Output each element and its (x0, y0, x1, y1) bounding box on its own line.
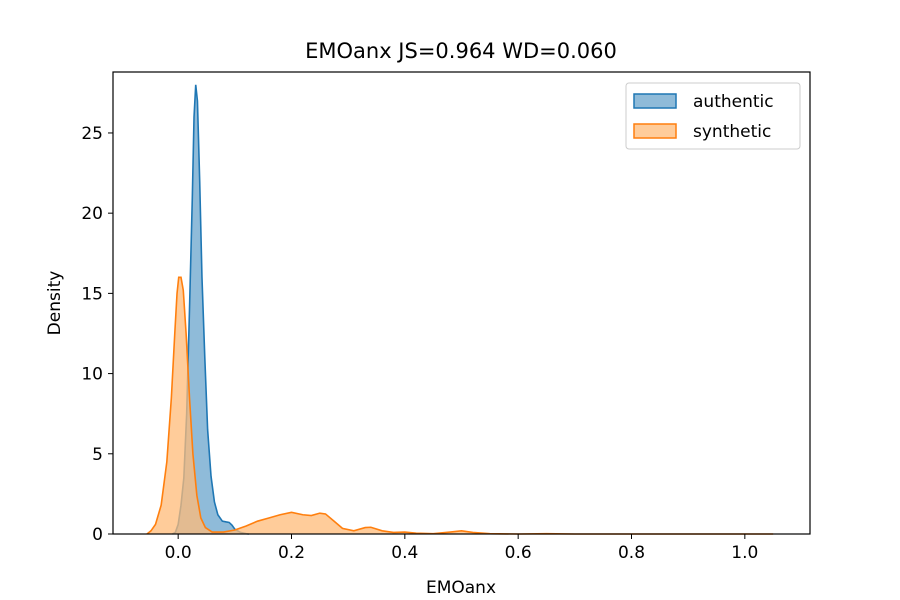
legend-label-authentic: authentic (693, 92, 774, 112)
y-tick-label: 20 (81, 204, 103, 224)
x-tick-label: 0.2 (278, 543, 305, 563)
series-layer (146, 84, 774, 535)
y-axis-label: Density (45, 271, 65, 336)
x-tick-label: 0.6 (505, 543, 532, 563)
y-tick-label: 15 (81, 284, 103, 304)
x-axis-label: EMOanx (426, 578, 496, 598)
y-tick-label: 0 (92, 525, 103, 545)
x-tick-label: 0.8 (618, 543, 645, 563)
plot-frame (112, 71, 811, 535)
legend-label-synthetic: synthetic (693, 122, 771, 142)
x-axis-ticks: 0.0 0.2 0.4 0.6 0.8 1.0 (165, 534, 758, 563)
legend: authentic synthetic (625, 82, 801, 150)
y-tick-label: 5 (92, 445, 103, 465)
y-tick-label: 10 (81, 365, 103, 385)
chart-title: EMOanx JS=0.964 WD=0.060 (305, 39, 617, 63)
x-tick-label: 0.4 (391, 543, 418, 563)
y-tick-label: 25 (81, 124, 103, 144)
series-line-synthetic (146, 276, 774, 535)
legend-swatch-synthetic (633, 123, 677, 139)
x-tick-label: 0.0 (165, 543, 192, 563)
y-axis-ticks: 0 5 10 15 20 25 (81, 124, 113, 545)
legend-swatch-authentic (633, 93, 677, 109)
x-tick-label: 1.0 (731, 543, 758, 563)
